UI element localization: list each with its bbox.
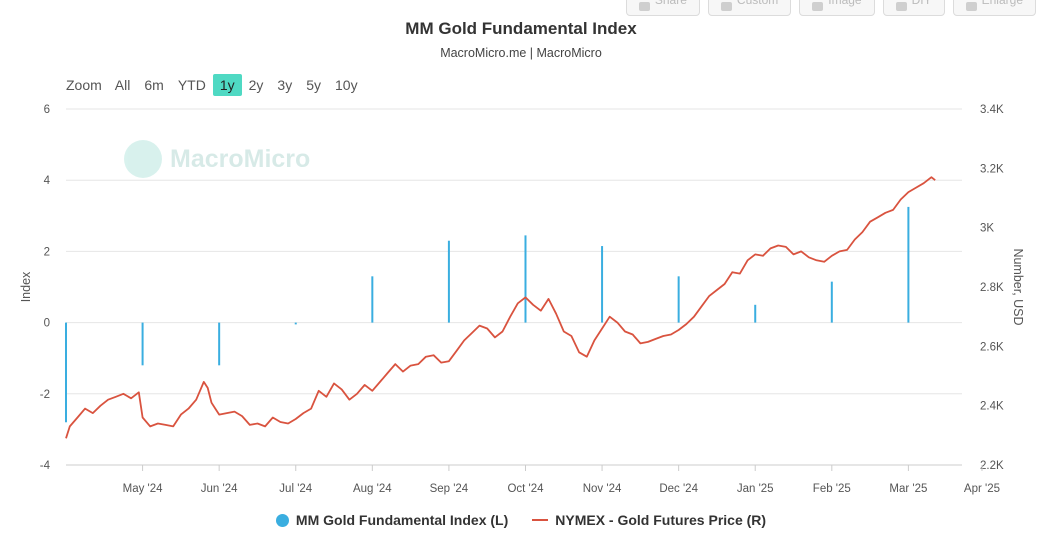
- image-icon: [812, 2, 824, 11]
- index-bar: [830, 281, 833, 323]
- toolbar-button-label: DIY: [911, 0, 932, 7]
- x-axis-tick-label: Mar '25: [889, 483, 927, 495]
- right-axis-tick-label: 2.6K: [980, 341, 1004, 353]
- left-axis-title: Index: [19, 271, 33, 302]
- enlarge-icon: [965, 2, 977, 11]
- legend-label-gold-price: NYMEX - Gold Futures Price (R): [555, 512, 767, 528]
- right-axis-tick-label: 3.4K: [980, 104, 1004, 116]
- left-axis-tick-label: -2: [40, 389, 50, 401]
- x-axis-tick-label: May '24: [123, 483, 164, 495]
- index-bar: [294, 322, 297, 325]
- zoom-option-ytd[interactable]: YTD: [177, 77, 206, 93]
- zoom-option-3y[interactable]: 3y: [277, 77, 293, 93]
- zoom-option-10y[interactable]: 10y: [335, 77, 358, 93]
- chart-legend: MM Gold Fundamental Index (L) NYMEX - Go…: [0, 512, 1042, 528]
- x-axis-tick-label: Sep '24: [430, 483, 469, 495]
- toolbar-button-label: Enlarge: [981, 0, 1023, 7]
- zoom-selector: Zoom All 6m YTD 1y 2y 3y 5y 10y: [66, 74, 365, 96]
- x-axis-tick-label: Aug '24: [353, 483, 392, 495]
- x-axis-tick-label: Jul '24: [279, 483, 312, 495]
- index-bar: [218, 322, 221, 366]
- toolbar-diy-button[interactable]: DIY: [882, 0, 945, 16]
- index-bar: [907, 206, 910, 323]
- gold-price-line: [65, 176, 936, 439]
- toolbar-custom-button[interactable]: Custom: [707, 0, 792, 16]
- watermark-text: MacroMicro: [170, 144, 311, 173]
- zoom-option-2y[interactable]: 2y: [248, 77, 264, 93]
- x-axis-tick-label: Feb '25: [813, 483, 851, 495]
- x-axis-tick-label: Jan '25: [737, 483, 774, 495]
- left-axis-tick-label: 2: [44, 246, 50, 258]
- chart-toolbar: Share Custom Image DIY Enlarge: [625, 0, 1036, 16]
- right-axis-tick-label: 3K: [980, 223, 994, 235]
- chart-title: MM Gold Fundamental Index: [405, 19, 637, 38]
- zoom-option-6m[interactable]: 6m: [144, 77, 164, 93]
- index-bar: [754, 304, 757, 323]
- left-axis-tick-label: 4: [44, 175, 51, 187]
- toolbar-enlarge-button[interactable]: Enlarge: [952, 0, 1036, 16]
- right-axis-title: Number, USD: [1011, 248, 1025, 325]
- x-axis-tick-label: Oct '24: [507, 483, 544, 495]
- toolbar-button-label: Share: [654, 0, 687, 7]
- gear-icon: [720, 2, 732, 11]
- left-axis-tick-label: 6: [44, 104, 50, 116]
- index-bar: [447, 240, 450, 323]
- index-bar: [524, 235, 527, 323]
- legend-label-index: MM Gold Fundamental Index (L): [295, 512, 509, 528]
- index-bar: [371, 276, 374, 323]
- macromicro-watermark: MacroMicro: [124, 140, 310, 178]
- right-axis-tick-label: 2.2K: [980, 460, 1004, 472]
- x-axis-tick-label: Jun '24: [201, 483, 238, 495]
- right-axis-tick-label: 2.8K: [980, 282, 1004, 294]
- right-axis-tick-label: 3.2K: [980, 163, 1004, 175]
- x-axis-tick-label: Nov '24: [583, 483, 622, 495]
- chart-subtitle: MacroMicro.me | MacroMicro: [440, 46, 602, 60]
- toolbar-image-button[interactable]: Image: [799, 0, 875, 16]
- index-bar: [677, 276, 680, 323]
- share-icon: [638, 2, 650, 11]
- toolbar-button-label: Image: [828, 0, 862, 7]
- left-axis-tick-label: 0: [44, 318, 50, 330]
- left-axis-tick-label: -4: [40, 460, 51, 472]
- right-axis-tick-label: 2.4K: [980, 401, 1004, 413]
- legend-bar-marker: [275, 513, 289, 527]
- zoom-option-5y[interactable]: 5y: [306, 77, 321, 93]
- toolbar-share-button[interactable]: Share: [625, 0, 700, 16]
- pencil-icon: [895, 2, 907, 11]
- x-axis-tick-label: Dec '24: [659, 483, 698, 495]
- legend-line-marker: [532, 519, 549, 521]
- macromicro-logo-icon: [124, 140, 162, 178]
- legend-item-index[interactable]: MM Gold Fundamental Index (L): [275, 512, 509, 528]
- zoom-label: Zoom: [66, 77, 102, 93]
- toolbar-button-label: Custom: [736, 0, 779, 7]
- x-axis-tick-label: Apr '25: [964, 483, 1000, 495]
- zoom-option-all[interactable]: All: [114, 77, 131, 93]
- index-bar: [65, 322, 67, 423]
- index-bar: [601, 246, 604, 323]
- index-bar: [141, 322, 144, 366]
- legend-item-gold-price[interactable]: NYMEX - Gold Futures Price (R): [532, 512, 766, 528]
- zoom-option-1y[interactable]: 1y: [212, 74, 242, 96]
